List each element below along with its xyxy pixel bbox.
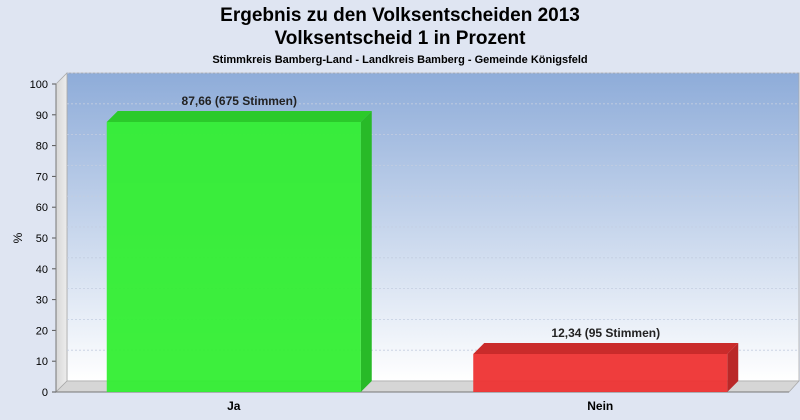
data-label-ja: 87,66 (675 Stimmen): [182, 94, 297, 108]
bar-ja: [106, 122, 361, 392]
chart-title-line-2: Volksentscheid 1 in Prozent: [274, 28, 526, 49]
chart-title-block: Ergebnis zu den Volksentscheiden 2013 Vo…: [0, 4, 800, 66]
y-tick-label: 100: [30, 79, 48, 91]
y-axis-label: %: [11, 232, 25, 243]
plot-side-wall: [55, 72, 68, 393]
y-tick-label: 20: [36, 325, 48, 337]
y-tick-label: 0: [42, 387, 48, 399]
y-tick-label: 70: [36, 171, 48, 183]
data-label-nein: 12,34 (95 Stimmen): [551, 326, 660, 340]
chart-title-line-1: Ergebnis zu den Volksentscheiden 2013: [220, 5, 580, 26]
y-tick-label: 90: [36, 110, 48, 122]
y-tick-label: 50: [36, 233, 48, 245]
bar-top-nein: [473, 342, 739, 354]
x-tick-label-nein: Nein: [587, 399, 613, 413]
y-tick-label: 30: [36, 295, 48, 307]
bar-side-nein: [727, 342, 739, 392]
bar-side-ja: [360, 111, 372, 392]
x-tick-label-ja: Ja: [227, 399, 241, 413]
y-tick-label: 10: [36, 356, 48, 368]
bar-top-ja: [106, 111, 372, 123]
y-tick-label: 80: [36, 141, 48, 153]
chart-subtitle: Stimmkreis Bamberg-Land - Landkreis Bamb…: [212, 54, 588, 66]
bar-nein: [473, 353, 728, 392]
y-tick-label: 60: [36, 202, 48, 214]
y-tick-label: 40: [36, 264, 48, 276]
